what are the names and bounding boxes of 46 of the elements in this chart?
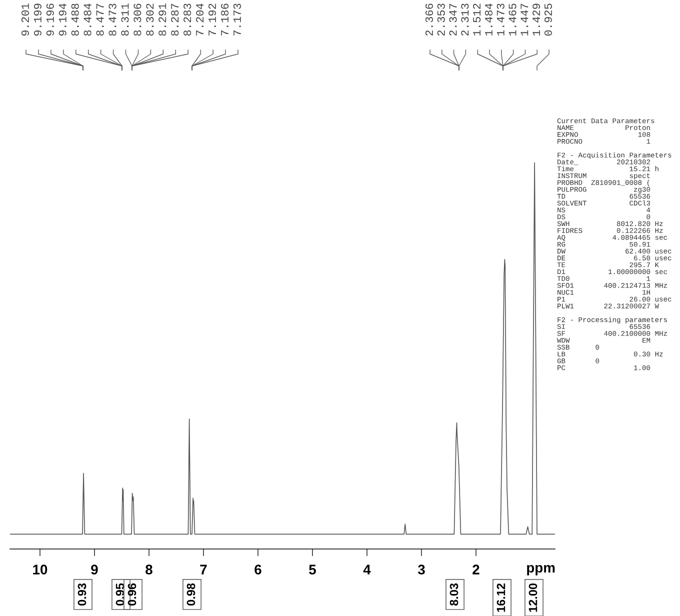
text: 0.93 (78, 583, 86, 606)
text: 8.306 (134, 4, 142, 36)
text: 1.512 (473, 4, 481, 36)
x-tick-label: 3 (418, 564, 425, 574)
text: 0.96 (128, 583, 136, 606)
text: 7.186 (220, 4, 229, 36)
x-tick-label: 2 (472, 564, 480, 574)
text: 8.291 (158, 4, 166, 36)
x-tick-label: 7 (200, 564, 207, 574)
text: 0.925 (544, 4, 552, 36)
text: 7.192 (208, 4, 216, 36)
text: 2.313 (461, 4, 469, 36)
text: 0.98 (186, 583, 196, 606)
x-axis-title: ppm (527, 564, 555, 576)
text: 1.447 (520, 4, 528, 36)
x-tick-label: 6 (254, 564, 262, 574)
text: 2.347 (449, 4, 457, 36)
text: 8.287 (171, 4, 179, 36)
text: 1.484 (484, 4, 492, 36)
text: 2.353 (437, 4, 445, 36)
x-tick-label: 8 (146, 564, 152, 574)
text: 9.199 (34, 4, 42, 36)
text: 7.204 (196, 4, 204, 36)
text: 16.12 (496, 583, 506, 612)
text: 1.429 (532, 4, 540, 36)
text: 1.473 (496, 4, 504, 36)
text: 8.03 (450, 583, 458, 606)
text: 8.302 (146, 4, 154, 36)
text: 9.201 (21, 4, 29, 36)
text: 1.465 (508, 4, 516, 36)
x-tick-label: 9 (91, 564, 98, 574)
text: 8.484 (84, 4, 92, 36)
text: 9.194 (58, 4, 66, 36)
text: 7.173 (233, 4, 241, 36)
text: 8.477 (96, 4, 104, 36)
text: 2.366 (425, 4, 433, 36)
text: 8.488 (71, 4, 79, 36)
x-tick-label: 5 (309, 564, 316, 574)
text: 0.95 (116, 583, 124, 606)
text: 9.196 (46, 4, 54, 36)
x-tick-label: 10 (33, 564, 48, 574)
x-tick-label: 4 (363, 564, 371, 574)
text: 8.473 (108, 4, 116, 36)
text: 8.283 (184, 4, 192, 36)
text: 12.00 (528, 583, 538, 612)
text: 8.311 (121, 4, 129, 36)
